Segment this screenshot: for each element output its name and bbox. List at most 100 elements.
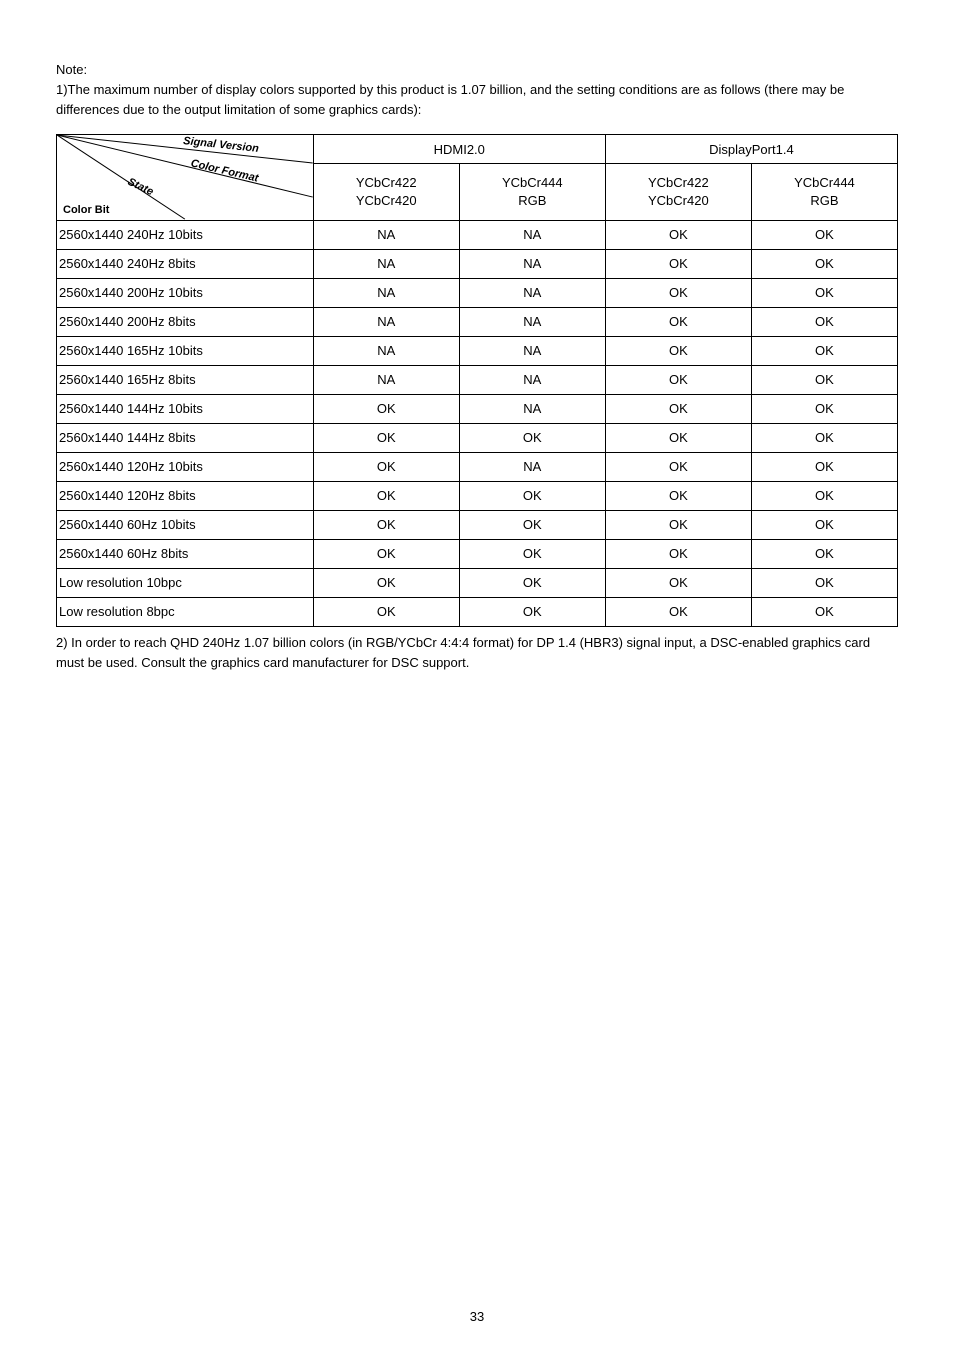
row-label: Low resolution 10bpc [57, 568, 314, 597]
subcol-2: YCbCr422 YCbCr420 [605, 164, 751, 220]
cell-value: NA [313, 307, 459, 336]
cell-value: OK [459, 568, 605, 597]
table-row: 2560x1440 165Hz 8bitsNANAOKOK [57, 365, 898, 394]
cell-value: OK [605, 278, 751, 307]
cell-value: OK [605, 568, 751, 597]
table-row: 2560x1440 144Hz 10bitsOKNAOKOK [57, 394, 898, 423]
row-label: 2560x1440 120Hz 8bits [57, 481, 314, 510]
cell-value: OK [605, 452, 751, 481]
table-row: 2560x1440 144Hz 8bitsOKOKOKOK [57, 423, 898, 452]
table-body: 2560x1440 240Hz 10bitsNANAOKOK2560x1440 … [57, 220, 898, 626]
cell-value: OK [605, 481, 751, 510]
cell-value: OK [313, 452, 459, 481]
page-number: 33 [0, 1309, 954, 1324]
cell-value: OK [605, 394, 751, 423]
table-row: Low resolution 10bpcOKOKOKOK [57, 568, 898, 597]
cell-value: OK [605, 539, 751, 568]
table-row: 2560x1440 240Hz 10bitsNANAOKOK [57, 220, 898, 249]
table-row: Low resolution 8bpcOKOKOKOK [57, 597, 898, 626]
note-label: Note: [56, 62, 87, 77]
compatibility-table: Signal Version Color Format State Color … [56, 134, 898, 626]
row-label: 2560x1440 60Hz 10bits [57, 510, 314, 539]
subcol-0-line2: YCbCr420 [356, 193, 417, 208]
subcol-3-line2: RGB [810, 193, 838, 208]
row-label: 2560x1440 144Hz 8bits [57, 423, 314, 452]
table-row: 2560x1440 120Hz 8bitsOKOKOKOK [57, 481, 898, 510]
cell-value: OK [751, 336, 897, 365]
cell-value: NA [313, 365, 459, 394]
cell-value: OK [313, 423, 459, 452]
cell-value: OK [751, 307, 897, 336]
table-row: 2560x1440 200Hz 8bitsNANAOKOK [57, 307, 898, 336]
cell-value: NA [313, 278, 459, 307]
row-label: 2560x1440 165Hz 8bits [57, 365, 314, 394]
row-label: 2560x1440 120Hz 10bits [57, 452, 314, 481]
subcol-1: YCbCr444 RGB [459, 164, 605, 220]
cell-value: OK [313, 481, 459, 510]
cell-value: OK [313, 510, 459, 539]
group-header-dp: DisplayPort1.4 [605, 135, 897, 164]
row-label: Low resolution 8bpc [57, 597, 314, 626]
row-label: 2560x1440 240Hz 8bits [57, 249, 314, 278]
table-row: 2560x1440 60Hz 8bitsOKOKOKOK [57, 539, 898, 568]
cell-value: OK [313, 394, 459, 423]
cell-value: OK [605, 597, 751, 626]
cell-value: NA [313, 249, 459, 278]
cell-value: NA [459, 452, 605, 481]
cell-value: OK [605, 510, 751, 539]
table-header-row-groups: Signal Version Color Format State Color … [57, 135, 898, 164]
group-header-hdmi: HDMI2.0 [313, 135, 605, 164]
footnote-paragraph: 2) In order to reach QHD 240Hz 1.07 bill… [56, 633, 898, 673]
cell-value: NA [313, 336, 459, 365]
table-row: 2560x1440 60Hz 10bitsOKOKOKOK [57, 510, 898, 539]
subcol-1-line1: YCbCr444 [502, 175, 563, 190]
subcol-2-line2: YCbCr420 [648, 193, 709, 208]
row-label: 2560x1440 165Hz 10bits [57, 336, 314, 365]
cell-value: OK [313, 539, 459, 568]
cell-value: OK [751, 452, 897, 481]
cell-value: OK [605, 307, 751, 336]
cell-value: OK [751, 249, 897, 278]
subcol-0-line1: YCbCr422 [356, 175, 417, 190]
cell-value: OK [751, 597, 897, 626]
subcol-1-line2: RGB [518, 193, 546, 208]
row-label: 2560x1440 200Hz 10bits [57, 278, 314, 307]
cell-value: NA [459, 249, 605, 278]
cell-value: NA [459, 394, 605, 423]
page-container: Note: 1)The maximum number of display co… [0, 0, 954, 1350]
row-label: 2560x1440 200Hz 8bits [57, 307, 314, 336]
cell-value: OK [751, 481, 897, 510]
cell-value: OK [751, 365, 897, 394]
cell-value: OK [751, 568, 897, 597]
row-label: 2560x1440 240Hz 10bits [57, 220, 314, 249]
cell-value: NA [459, 336, 605, 365]
cell-value: OK [751, 220, 897, 249]
table-row: 2560x1440 120Hz 10bitsOKNAOKOK [57, 452, 898, 481]
note-paragraph: Note: 1)The maximum number of display co… [56, 60, 898, 120]
cell-value: NA [459, 278, 605, 307]
table-row: 2560x1440 200Hz 10bitsNANAOKOK [57, 278, 898, 307]
cell-value: OK [313, 597, 459, 626]
cell-value: NA [459, 220, 605, 249]
cell-value: OK [751, 394, 897, 423]
cell-value: OK [459, 423, 605, 452]
note-body: 1)The maximum number of display colors s… [56, 82, 844, 117]
cell-value: OK [313, 568, 459, 597]
cell-value: OK [605, 365, 751, 394]
cell-value: OK [605, 249, 751, 278]
cell-value: NA [459, 365, 605, 394]
subcol-3: YCbCr444 RGB [751, 164, 897, 220]
table-row: 2560x1440 240Hz 8bitsNANAOKOK [57, 249, 898, 278]
cell-value: OK [459, 539, 605, 568]
cell-value: OK [751, 423, 897, 452]
cell-value: OK [605, 336, 751, 365]
cell-value: OK [459, 597, 605, 626]
subcol-0: YCbCr422 YCbCr420 [313, 164, 459, 220]
subcol-3-line1: YCbCr444 [794, 175, 855, 190]
cell-value: OK [459, 510, 605, 539]
cell-value: OK [751, 539, 897, 568]
row-label: 2560x1440 144Hz 10bits [57, 394, 314, 423]
cell-value: OK [751, 278, 897, 307]
cell-value: OK [605, 220, 751, 249]
cell-value: OK [605, 423, 751, 452]
